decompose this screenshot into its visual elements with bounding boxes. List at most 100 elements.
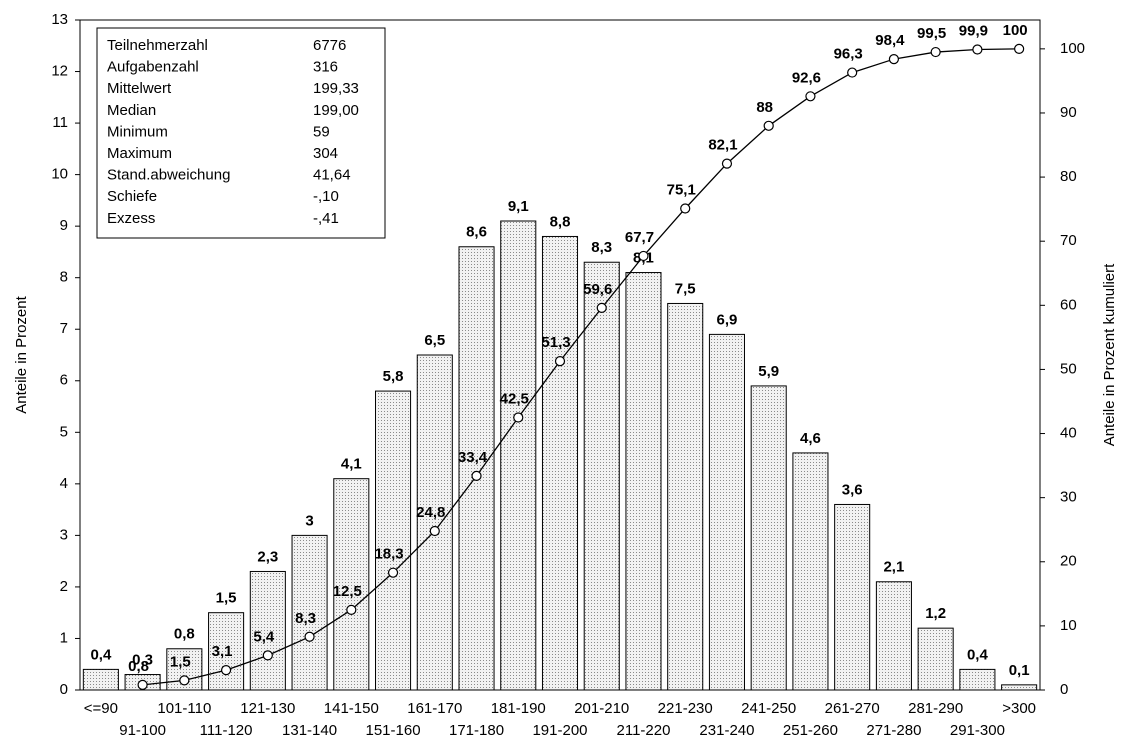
line-point xyxy=(220,665,232,676)
line-point xyxy=(429,525,440,537)
bar-value-label: 5,9 xyxy=(758,363,779,380)
info-value: 59 xyxy=(313,123,330,140)
line-value-label: 5,4 xyxy=(253,628,275,645)
info-label: Median xyxy=(107,102,156,119)
x-tick-label: 291-300 xyxy=(950,722,1005,739)
line-value-label: 3,1 xyxy=(212,643,233,660)
y2-tick-label: 80 xyxy=(1060,168,1077,185)
bar xyxy=(583,261,620,691)
bar-value-label: 3 xyxy=(305,512,313,529)
bar-value-label: 3,6 xyxy=(842,481,863,498)
y-tick-label: 12 xyxy=(51,63,68,80)
y-tick-label: 11 xyxy=(52,114,68,131)
line-point xyxy=(805,91,816,102)
bar xyxy=(249,570,286,691)
bar-value-label: 2,1 xyxy=(883,559,904,576)
line-value-label: 12,5 xyxy=(333,583,362,600)
line-value-label: 1,5 xyxy=(170,653,191,670)
line-value-label: 92,6 xyxy=(792,69,821,86)
y-tick-label: 2 xyxy=(60,578,68,595)
line-value-label: 8,3 xyxy=(295,610,316,627)
line-point xyxy=(847,67,858,78)
line-value-label: 99,5 xyxy=(917,25,946,42)
bar xyxy=(375,390,412,691)
y2-tick-label: 0 xyxy=(1060,681,1068,698)
y-tick-label: 13 xyxy=(51,11,68,28)
x-tick-label: 131-140 xyxy=(282,722,337,739)
bar xyxy=(667,302,704,691)
bar-value-label: 8,3 xyxy=(591,239,612,256)
info-value: -,10 xyxy=(313,188,339,205)
y2-tick-label: 100 xyxy=(1060,40,1085,57)
bar-value-label: 7,5 xyxy=(675,280,696,297)
cumulative-line xyxy=(142,48,1020,686)
info-label: Stand.abweichung xyxy=(107,167,230,184)
line-value-label: 42,5 xyxy=(500,390,529,407)
info-label: Teilnehmerzahl xyxy=(107,37,208,54)
line-value-label: 0,8 xyxy=(128,658,149,675)
bar-value-label: 4,6 xyxy=(800,430,821,447)
bar xyxy=(917,627,954,691)
info-value: 316 xyxy=(313,59,338,76)
bar xyxy=(959,668,996,691)
bar-value-label: 4,1 xyxy=(341,456,362,473)
y-tick-label: 10 xyxy=(51,166,68,183)
info-value: 6776 xyxy=(313,37,346,54)
line-value-label: 100 xyxy=(1003,22,1028,39)
line-value-label: 75,1 xyxy=(667,181,696,198)
x-tick-label: 201-210 xyxy=(574,700,629,717)
bar xyxy=(708,333,745,691)
bar xyxy=(792,452,829,691)
bar-value-label: 0,8 xyxy=(174,626,195,643)
line-point xyxy=(1014,43,1025,54)
y2-axis-label: Anteile in Prozent kumuliert xyxy=(1101,263,1118,446)
x-tick-label: 91-100 xyxy=(119,722,166,739)
x-tick-label: 101-110 xyxy=(157,700,211,717)
info-box xyxy=(96,27,386,239)
x-tick-label: 221-230 xyxy=(658,700,713,717)
bar-value-label: 6,5 xyxy=(424,332,445,349)
y-tick-label: 1 xyxy=(60,629,68,646)
x-tick-label: <=90 xyxy=(84,700,118,717)
bar xyxy=(458,246,495,691)
bar-value-label: 1,2 xyxy=(925,605,946,622)
info-label: Schiefe xyxy=(107,188,157,205)
info-value: 199,33 xyxy=(313,80,359,97)
line-point xyxy=(179,675,190,686)
y2-tick-label: 70 xyxy=(1060,232,1077,249)
y2-tick-label: 10 xyxy=(1060,617,1077,634)
y2-tick-label: 90 xyxy=(1060,104,1077,121)
line-point xyxy=(680,203,691,214)
info-value: 304 xyxy=(313,145,338,162)
line-point xyxy=(304,631,315,642)
x-tick-label: 181-190 xyxy=(491,700,546,717)
y2-tick-label: 30 xyxy=(1060,489,1077,506)
x-tick-label: 151-160 xyxy=(366,722,421,739)
bar xyxy=(208,612,245,691)
line-point xyxy=(972,44,983,55)
y2-tick-label: 60 xyxy=(1060,296,1077,313)
y-tick-label: 7 xyxy=(60,320,68,337)
x-tick-label: 111-120 xyxy=(200,722,253,739)
x-tick-label: 171-180 xyxy=(449,722,504,739)
bar xyxy=(625,272,662,691)
info-label: Maximum xyxy=(107,145,172,162)
x-tick-label: 161-170 xyxy=(407,700,462,717)
line-point xyxy=(638,250,649,262)
bar-value-label: 0,4 xyxy=(90,646,112,663)
line-value-label: 51,3 xyxy=(541,334,570,351)
info-value: 199,00 xyxy=(313,102,359,119)
bar-value-label: 1,5 xyxy=(216,590,237,607)
x-tick-label: 271-280 xyxy=(866,722,921,739)
line-value-label: 88 xyxy=(756,99,773,116)
y2-tick-label: 50 xyxy=(1060,360,1077,377)
x-tick-label: 141-150 xyxy=(324,700,379,717)
line-value-label: 67,7 xyxy=(625,229,654,246)
bar-value-label: 9,1 xyxy=(508,198,529,215)
bar xyxy=(541,235,579,691)
line-value-label: 59,6 xyxy=(583,281,612,298)
bar-value-label: 8,6 xyxy=(466,224,487,241)
line-value-label: 96,3 xyxy=(834,46,863,63)
x-tick-label: 281-290 xyxy=(908,700,963,717)
y-tick-label: 0 xyxy=(60,681,68,698)
